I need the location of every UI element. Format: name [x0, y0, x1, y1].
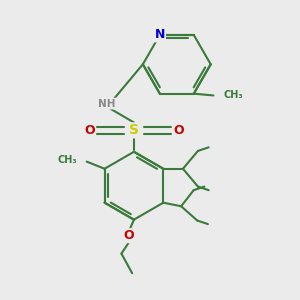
Text: O: O: [84, 124, 94, 137]
Text: CH₃: CH₃: [57, 155, 77, 165]
Text: N: N: [154, 28, 165, 41]
Text: CH₃: CH₃: [224, 91, 243, 100]
Text: NH: NH: [98, 99, 116, 109]
Text: O: O: [173, 124, 184, 137]
Text: S: S: [129, 123, 139, 137]
Text: O: O: [123, 229, 134, 242]
